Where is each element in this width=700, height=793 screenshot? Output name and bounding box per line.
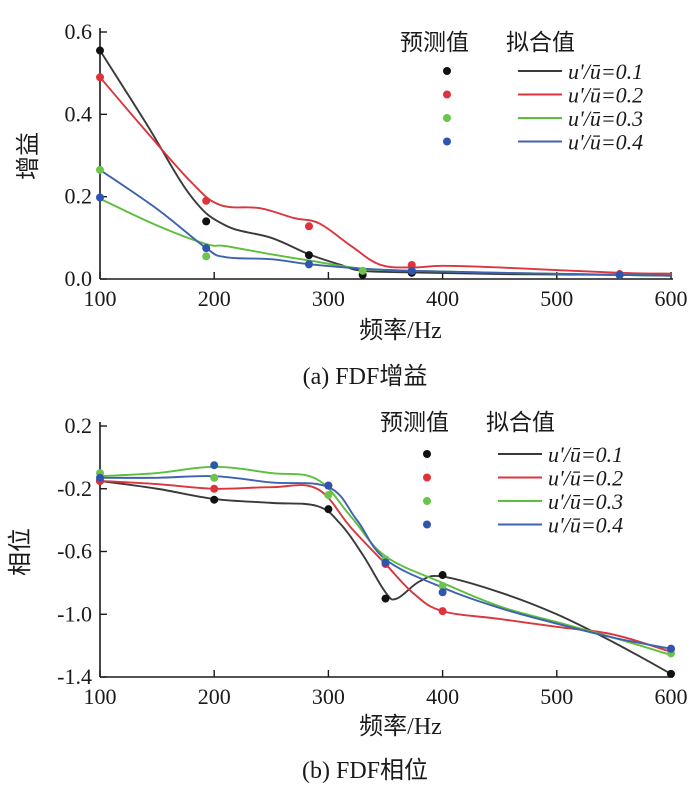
chart-caption: (b) FDF相位 <box>302 757 428 784</box>
y-axis-label: 相位 <box>7 528 34 576</box>
legend-label: u'/ū=0.1 <box>548 442 623 467</box>
fit-line-series-3 <box>99 197 672 277</box>
x-tick-label: 100 <box>84 684 117 709</box>
x-tick-label: 300 <box>312 684 345 709</box>
x-tick-label: 200 <box>198 286 231 311</box>
x-tick-label: 600 <box>655 286 688 311</box>
data-point-series-2 <box>304 222 313 231</box>
data-point-series-1 <box>324 505 333 514</box>
data-point-series-4 <box>381 558 390 567</box>
data-point-series-3 <box>96 165 104 174</box>
y-tick-label: -0.6 <box>57 539 92 564</box>
legend-label: u'/ū=0.2 <box>568 83 643 108</box>
legend-marker <box>423 473 431 482</box>
y-tick-label: 0.4 <box>65 101 93 126</box>
legend-marker <box>423 520 431 529</box>
data-point-series-3 <box>210 473 219 482</box>
data-point-series-3 <box>438 582 447 591</box>
data-point-series-3 <box>324 491 333 500</box>
y-tick-label: -0.2 <box>57 476 92 501</box>
data-point-series-4 <box>304 260 313 269</box>
legend-marker <box>423 450 431 458</box>
data-point-series-4 <box>210 461 219 470</box>
data-point-series-2 <box>438 607 447 616</box>
legend-marker <box>423 497 431 505</box>
y-axis-label: 增益 <box>15 132 42 180</box>
data-point-series-4 <box>407 266 416 275</box>
data-point-series-1 <box>202 217 211 226</box>
legend-marker <box>443 114 451 122</box>
x-tick-label: 400 <box>426 286 459 311</box>
x-tick-label: 200 <box>198 684 231 709</box>
legend-label: u'/ū=0.3 <box>548 489 623 514</box>
y-tick-label: 0.2 <box>65 413 93 438</box>
data-point-series-4 <box>96 193 104 202</box>
x-tick-label: 400 <box>426 684 459 709</box>
legend-label: u'/ū=0.3 <box>568 106 643 131</box>
y-tick-label: 0.2 <box>65 184 93 209</box>
legend-marker <box>443 137 451 146</box>
legend-marker <box>443 90 451 99</box>
data-point-series-4 <box>438 588 447 597</box>
data-point-series-1 <box>210 495 219 504</box>
y-tick-label: -1.0 <box>57 601 92 626</box>
data-point-series-3 <box>358 266 367 275</box>
fit-line-series-1 <box>99 50 672 277</box>
legend-label: u'/ū=0.4 <box>548 513 623 538</box>
data-point-series-2 <box>210 484 219 493</box>
data-point-series-4 <box>324 481 333 490</box>
legend-header-predicted: 预测值 <box>400 30 469 55</box>
data-point-series-4 <box>667 644 675 653</box>
x-axis-label: 频率/Hz <box>359 317 442 344</box>
x-tick-label: 600 <box>655 684 688 709</box>
legend-header-predicted: 预测值 <box>380 410 449 435</box>
x-tick-label: 100 <box>84 286 117 311</box>
legend-marker <box>443 67 451 75</box>
legend: 预测值 拟合值 u'/ū=0.1u'/ū=0.2u'/ū=0.3u'/ū=0.4 <box>380 410 623 538</box>
data-point-series-1 <box>667 669 675 678</box>
y-tick-label: 0.6 <box>65 19 93 44</box>
chart-caption: (a) FDF增益 <box>303 363 428 390</box>
data-point-series-4 <box>615 270 624 279</box>
data-point-series-1 <box>381 594 390 603</box>
legend-header-fitted: 拟合值 <box>506 30 575 55</box>
gain-chart: 0.0 0.2 0.4 0.6 100 200 300 400 500 600 频率/Hz 增益 (a)… <box>15 19 688 390</box>
data-point-series-2 <box>202 196 211 205</box>
fit-line-series-4 <box>99 475 672 650</box>
y-tick-label: -1.4 <box>57 664 92 689</box>
legend-label: u'/ū=0.1 <box>568 59 643 84</box>
legend-header-fitted: 拟合值 <box>486 410 555 435</box>
x-tick-label: 500 <box>540 286 573 311</box>
data-point-series-4 <box>96 473 104 482</box>
data-point-series-1 <box>96 46 104 55</box>
x-tick-label: 500 <box>540 684 573 709</box>
x-axis-label: 频率/Hz <box>359 713 442 740</box>
data-point-series-2 <box>407 261 416 270</box>
legend-label: u'/ū=0.4 <box>568 130 643 155</box>
data-point-series-1 <box>438 571 447 580</box>
fit-line-series-4 <box>99 169 672 277</box>
data-point-series-1 <box>304 251 313 260</box>
fit-line-series-1 <box>99 479 672 675</box>
legend-label: u'/ū=0.2 <box>548 466 623 491</box>
data-point-series-4 <box>202 244 211 253</box>
y-tick-label: 0.0 <box>65 266 93 291</box>
data-point-series-3 <box>202 252 211 261</box>
legend: 预测值 拟合值 u'/ū=0.1u'/ū=0.2u'/ū=0.3u'/ū=0.4 <box>400 30 643 155</box>
fit-line-series-2 <box>99 76 672 275</box>
data-point-series-2 <box>96 73 104 82</box>
x-tick-label: 300 <box>312 286 345 311</box>
phase-chart: -1.4 -1.0 -0.6 -0.2 0.2 100 200 300 400 500 600 频率/… <box>7 410 688 784</box>
